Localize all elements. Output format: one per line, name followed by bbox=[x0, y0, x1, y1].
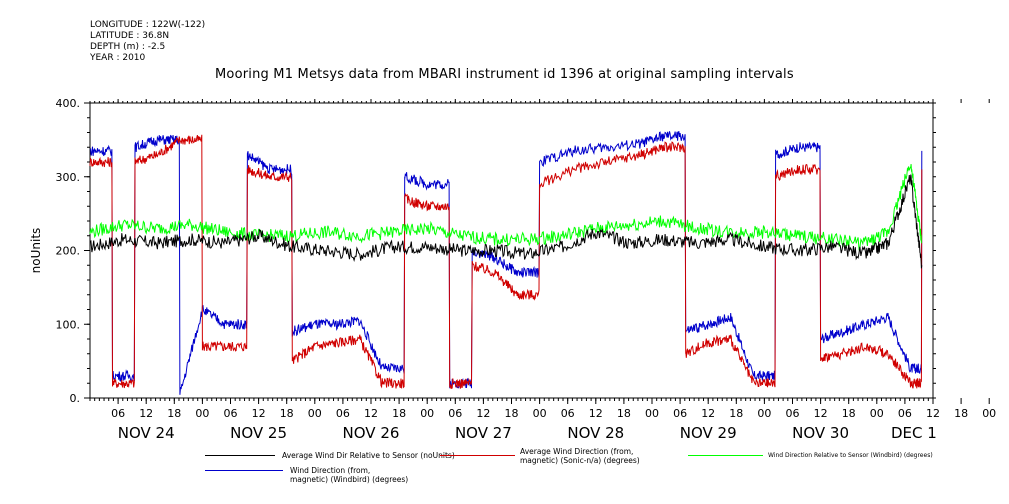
x-tick-label: 18 bbox=[842, 407, 856, 420]
x-day-label: NOV 27 bbox=[455, 424, 512, 442]
x-tick-label: 18 bbox=[280, 407, 294, 420]
x-tick-label: 12 bbox=[701, 407, 715, 420]
legend-swatch-blue bbox=[205, 470, 283, 471]
x-tick-label: 06 bbox=[111, 407, 125, 420]
x-tick-label: 06 bbox=[336, 407, 350, 420]
latitude-text: LATITUDE : 36.8N bbox=[90, 31, 170, 41]
series-line-0 bbox=[89, 174, 923, 269]
legend-label-sonic-direction: Average Wind Direction (from, magnetic) … bbox=[520, 447, 640, 465]
x-tick-label: 00 bbox=[982, 407, 996, 420]
x-tick-label: 12 bbox=[476, 407, 490, 420]
depth-text: DEPTH (m) : -2.5 bbox=[90, 42, 166, 52]
x-tick-label: 12 bbox=[252, 407, 266, 420]
x-tick-label: 12 bbox=[589, 407, 603, 420]
longitude-text: LONGITUDE : 122W(-122) bbox=[90, 20, 206, 30]
x-day-label: NOV 26 bbox=[343, 424, 400, 442]
x-day-label: NOV 29 bbox=[680, 424, 737, 442]
year-text: YEAR : 2010 bbox=[90, 53, 146, 63]
x-tick-label: 06 bbox=[561, 407, 575, 420]
x-tick-label: 06 bbox=[673, 407, 687, 420]
x-day-label: NOV 30 bbox=[792, 424, 849, 442]
x-day-label: DEC 1 bbox=[891, 424, 937, 442]
legend-swatch-black bbox=[205, 455, 275, 456]
x-tick-label: 18 bbox=[954, 407, 968, 420]
series-line-3 bbox=[89, 131, 923, 395]
y-tick-label: 100. bbox=[56, 318, 81, 331]
x-tick-label: 00 bbox=[308, 407, 322, 420]
x-tick-label: 12 bbox=[364, 407, 378, 420]
y-tick-label: 400. bbox=[56, 97, 81, 110]
y-tick-label: 0. bbox=[70, 392, 81, 405]
legend-label-windbird-relative: Wind Direction Relative to Sensor (Windb… bbox=[768, 452, 933, 459]
x-tick-label: 00 bbox=[533, 407, 547, 420]
metadata-block: LONGITUDE : 122W(-122) LATITUDE : 36.8N … bbox=[90, 20, 205, 64]
x-tick-label: 12 bbox=[814, 407, 828, 420]
y-tick-label: 300. bbox=[56, 171, 81, 184]
x-tick-label: 00 bbox=[645, 407, 659, 420]
x-tick-label: 00 bbox=[870, 407, 884, 420]
x-tick-label: 06 bbox=[786, 407, 800, 420]
x-day-label: NOV 28 bbox=[567, 424, 624, 442]
legend-label-windbird-direction: Wind Direction (from, magnetic) (Windbir… bbox=[290, 466, 409, 484]
chart-title: Mooring M1 Metsys data from MBARI instru… bbox=[215, 67, 794, 82]
y-axis-label: noUnits bbox=[29, 228, 43, 274]
x-day-label: NOV 24 bbox=[118, 424, 175, 442]
y-tick-label: 200. bbox=[56, 245, 81, 258]
x-tick-label: 18 bbox=[505, 407, 519, 420]
x-tick-label: 06 bbox=[224, 407, 238, 420]
legend-swatch-green bbox=[688, 455, 763, 456]
x-tick-label: 06 bbox=[448, 407, 462, 420]
x-day-label: NOV 25 bbox=[230, 424, 287, 442]
x-tick-label: 12 bbox=[139, 407, 153, 420]
series-line-2 bbox=[89, 164, 923, 251]
x-tick-label: 00 bbox=[195, 407, 209, 420]
x-tick-label: 12 bbox=[926, 407, 940, 420]
x-tick-label: 18 bbox=[392, 407, 406, 420]
series-line-1 bbox=[89, 134, 923, 390]
x-tick-label: 18 bbox=[729, 407, 743, 420]
x-tick-label: 00 bbox=[420, 407, 434, 420]
x-tick-label: 18 bbox=[167, 407, 181, 420]
legend-swatch-red bbox=[440, 455, 515, 456]
x-tick-label: 18 bbox=[617, 407, 631, 420]
x-tick-label: 00 bbox=[757, 407, 771, 420]
legend-label-relative-sensor: Average Wind Dir Relative to Sensor (noU… bbox=[282, 451, 455, 460]
x-tick-label: 06 bbox=[898, 407, 912, 420]
